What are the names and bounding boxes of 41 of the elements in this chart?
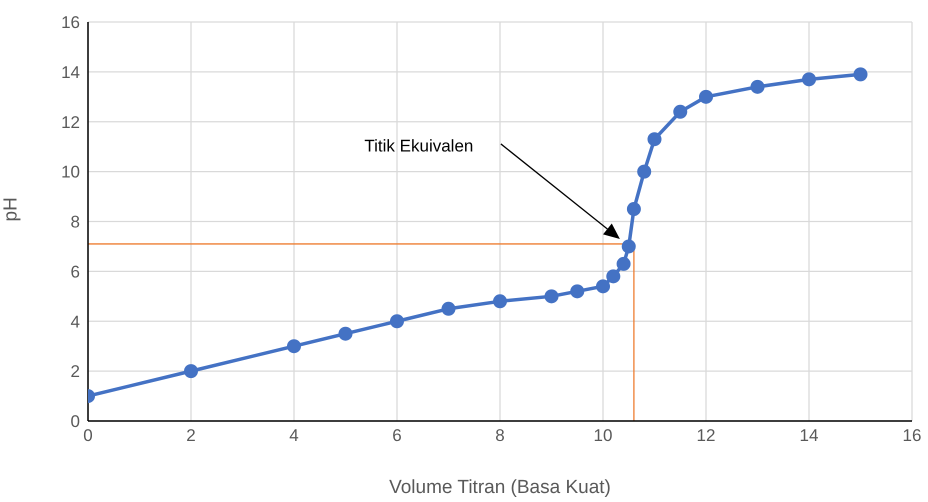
y-tick-label: 12 <box>61 112 80 132</box>
point <box>637 164 652 179</box>
x-tick-label: 6 <box>392 426 402 446</box>
point <box>287 339 301 354</box>
annotation: Titik Ekuivalen <box>364 136 474 156</box>
y-tick-label: 4 <box>70 312 80 332</box>
point <box>626 202 641 216</box>
x-tick-label: 10 <box>594 426 612 446</box>
point <box>442 302 456 316</box>
x-tick-label: 0 <box>83 426 93 446</box>
point <box>570 284 584 298</box>
y-tick-label: 10 <box>61 162 80 182</box>
y-tick-label: 2 <box>70 362 80 382</box>
x-tick-label: 2 <box>186 426 196 446</box>
point <box>622 239 636 254</box>
y-tick-label: 8 <box>70 212 80 232</box>
y-axis-title: pH <box>0 197 22 222</box>
point <box>184 364 198 378</box>
point <box>616 256 631 271</box>
x-tick-label: 8 <box>495 426 505 446</box>
y-tick-label: 16 <box>61 13 80 32</box>
point <box>493 294 507 308</box>
point <box>699 90 713 104</box>
point <box>338 326 352 341</box>
point <box>802 72 816 86</box>
y-tick-label: 6 <box>70 262 80 282</box>
point <box>390 314 404 328</box>
y-tick-label: 0 <box>70 412 80 432</box>
point <box>673 104 688 119</box>
y-tick-label: 14 <box>61 62 80 82</box>
point <box>854 67 868 82</box>
point <box>596 279 610 294</box>
x-tick-label: 14 <box>800 426 818 446</box>
point <box>750 80 764 94</box>
x-tick-label: 4 <box>289 426 299 446</box>
point <box>606 269 620 284</box>
point <box>648 132 662 146</box>
x-tick-label: 16 <box>902 426 922 446</box>
x-tick-label: 12 <box>696 426 716 446</box>
point <box>544 289 558 304</box>
x-axis-title: Volume Titran (Basa Kuat) <box>389 477 611 498</box>
